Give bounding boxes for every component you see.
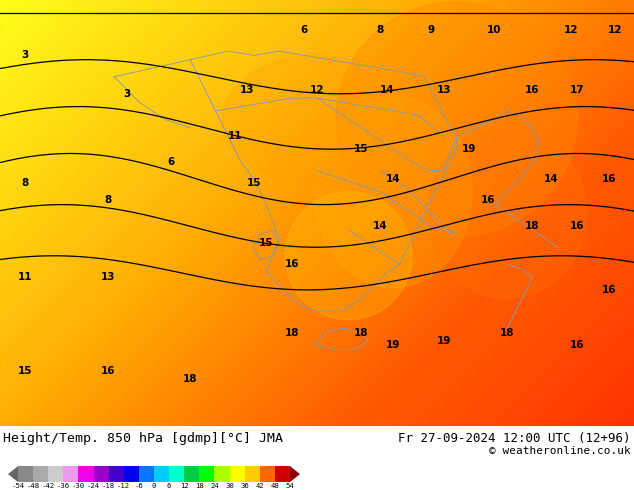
Bar bbox=[169, 466, 184, 482]
Text: 13: 13 bbox=[437, 84, 451, 95]
Bar bbox=[214, 466, 230, 482]
Bar bbox=[124, 466, 139, 482]
Text: 15: 15 bbox=[18, 366, 32, 376]
Text: 18: 18 bbox=[526, 221, 540, 231]
Bar bbox=[199, 466, 215, 482]
Text: 16: 16 bbox=[101, 366, 115, 376]
Text: 6: 6 bbox=[167, 157, 175, 167]
Text: © weatheronline.co.uk: © weatheronline.co.uk bbox=[489, 446, 631, 456]
Text: 19: 19 bbox=[437, 336, 451, 346]
Text: 14: 14 bbox=[385, 174, 401, 184]
Text: -12: -12 bbox=[117, 483, 131, 489]
Text: 6: 6 bbox=[301, 25, 308, 35]
Text: 36: 36 bbox=[240, 483, 249, 489]
Text: 15: 15 bbox=[247, 178, 261, 188]
Bar bbox=[184, 466, 200, 482]
Bar bbox=[94, 466, 109, 482]
Text: -24: -24 bbox=[87, 483, 100, 489]
Text: 18: 18 bbox=[183, 374, 197, 385]
Text: 8: 8 bbox=[22, 178, 29, 188]
Text: 14: 14 bbox=[373, 221, 388, 231]
Text: 30: 30 bbox=[225, 483, 234, 489]
Text: 8: 8 bbox=[104, 196, 112, 205]
Text: 12: 12 bbox=[564, 25, 578, 35]
Text: 13: 13 bbox=[101, 272, 115, 282]
Ellipse shape bbox=[428, 128, 586, 298]
Text: 11: 11 bbox=[18, 272, 32, 282]
Text: 15: 15 bbox=[354, 144, 368, 154]
Bar bbox=[18, 466, 34, 482]
Text: 16: 16 bbox=[481, 196, 495, 205]
Text: 3: 3 bbox=[123, 89, 131, 99]
Text: 15: 15 bbox=[259, 238, 273, 248]
Text: 12: 12 bbox=[310, 84, 324, 95]
Text: 14: 14 bbox=[379, 84, 394, 95]
Polygon shape bbox=[290, 466, 300, 482]
Text: 48: 48 bbox=[271, 483, 279, 489]
Bar bbox=[108, 466, 124, 482]
Text: 3: 3 bbox=[22, 50, 29, 60]
Text: 0: 0 bbox=[152, 483, 156, 489]
Text: 13: 13 bbox=[240, 84, 254, 95]
Bar bbox=[139, 466, 155, 482]
Text: 18: 18 bbox=[195, 483, 204, 489]
Bar bbox=[79, 466, 94, 482]
Text: 42: 42 bbox=[256, 483, 264, 489]
Ellipse shape bbox=[285, 192, 412, 319]
Text: -36: -36 bbox=[57, 483, 70, 489]
Bar bbox=[154, 466, 170, 482]
Bar bbox=[230, 466, 245, 482]
Text: 16: 16 bbox=[602, 174, 616, 184]
Text: 16: 16 bbox=[526, 84, 540, 95]
Bar bbox=[33, 466, 49, 482]
Text: -42: -42 bbox=[42, 483, 55, 489]
Text: 19: 19 bbox=[386, 340, 400, 350]
Text: 18: 18 bbox=[285, 327, 299, 338]
Text: 17: 17 bbox=[569, 84, 585, 95]
Bar bbox=[275, 466, 290, 482]
Text: -54: -54 bbox=[11, 483, 25, 489]
Text: -6: -6 bbox=[134, 483, 143, 489]
Text: 16: 16 bbox=[285, 259, 299, 270]
Text: 16: 16 bbox=[570, 221, 584, 231]
Text: 12: 12 bbox=[608, 25, 622, 35]
Text: 19: 19 bbox=[462, 144, 476, 154]
Text: 11: 11 bbox=[228, 131, 242, 142]
Ellipse shape bbox=[222, 55, 412, 183]
Text: -48: -48 bbox=[27, 483, 40, 489]
Polygon shape bbox=[8, 466, 18, 482]
Ellipse shape bbox=[336, 2, 577, 237]
Text: 14: 14 bbox=[544, 174, 559, 184]
Text: 16: 16 bbox=[602, 285, 616, 295]
Text: 10: 10 bbox=[488, 25, 501, 35]
Text: Height/Temp. 850 hPa [gdmp][°C] JMA: Height/Temp. 850 hPa [gdmp][°C] JMA bbox=[3, 432, 283, 445]
Text: 18: 18 bbox=[354, 327, 368, 338]
Text: 12: 12 bbox=[180, 483, 188, 489]
Text: 9: 9 bbox=[427, 25, 435, 35]
Ellipse shape bbox=[314, 96, 472, 288]
Bar bbox=[245, 466, 261, 482]
Bar bbox=[48, 466, 64, 482]
Text: 24: 24 bbox=[210, 483, 219, 489]
Text: Fr 27-09-2024 12:00 UTC (12+96): Fr 27-09-2024 12:00 UTC (12+96) bbox=[399, 432, 631, 445]
Text: 18: 18 bbox=[500, 327, 514, 338]
Bar bbox=[260, 466, 275, 482]
Bar bbox=[63, 466, 79, 482]
Text: 16: 16 bbox=[570, 340, 584, 350]
Text: 54: 54 bbox=[286, 483, 294, 489]
Text: 8: 8 bbox=[377, 25, 384, 35]
Text: 6: 6 bbox=[167, 483, 171, 489]
Text: -18: -18 bbox=[102, 483, 115, 489]
Text: -30: -30 bbox=[72, 483, 85, 489]
